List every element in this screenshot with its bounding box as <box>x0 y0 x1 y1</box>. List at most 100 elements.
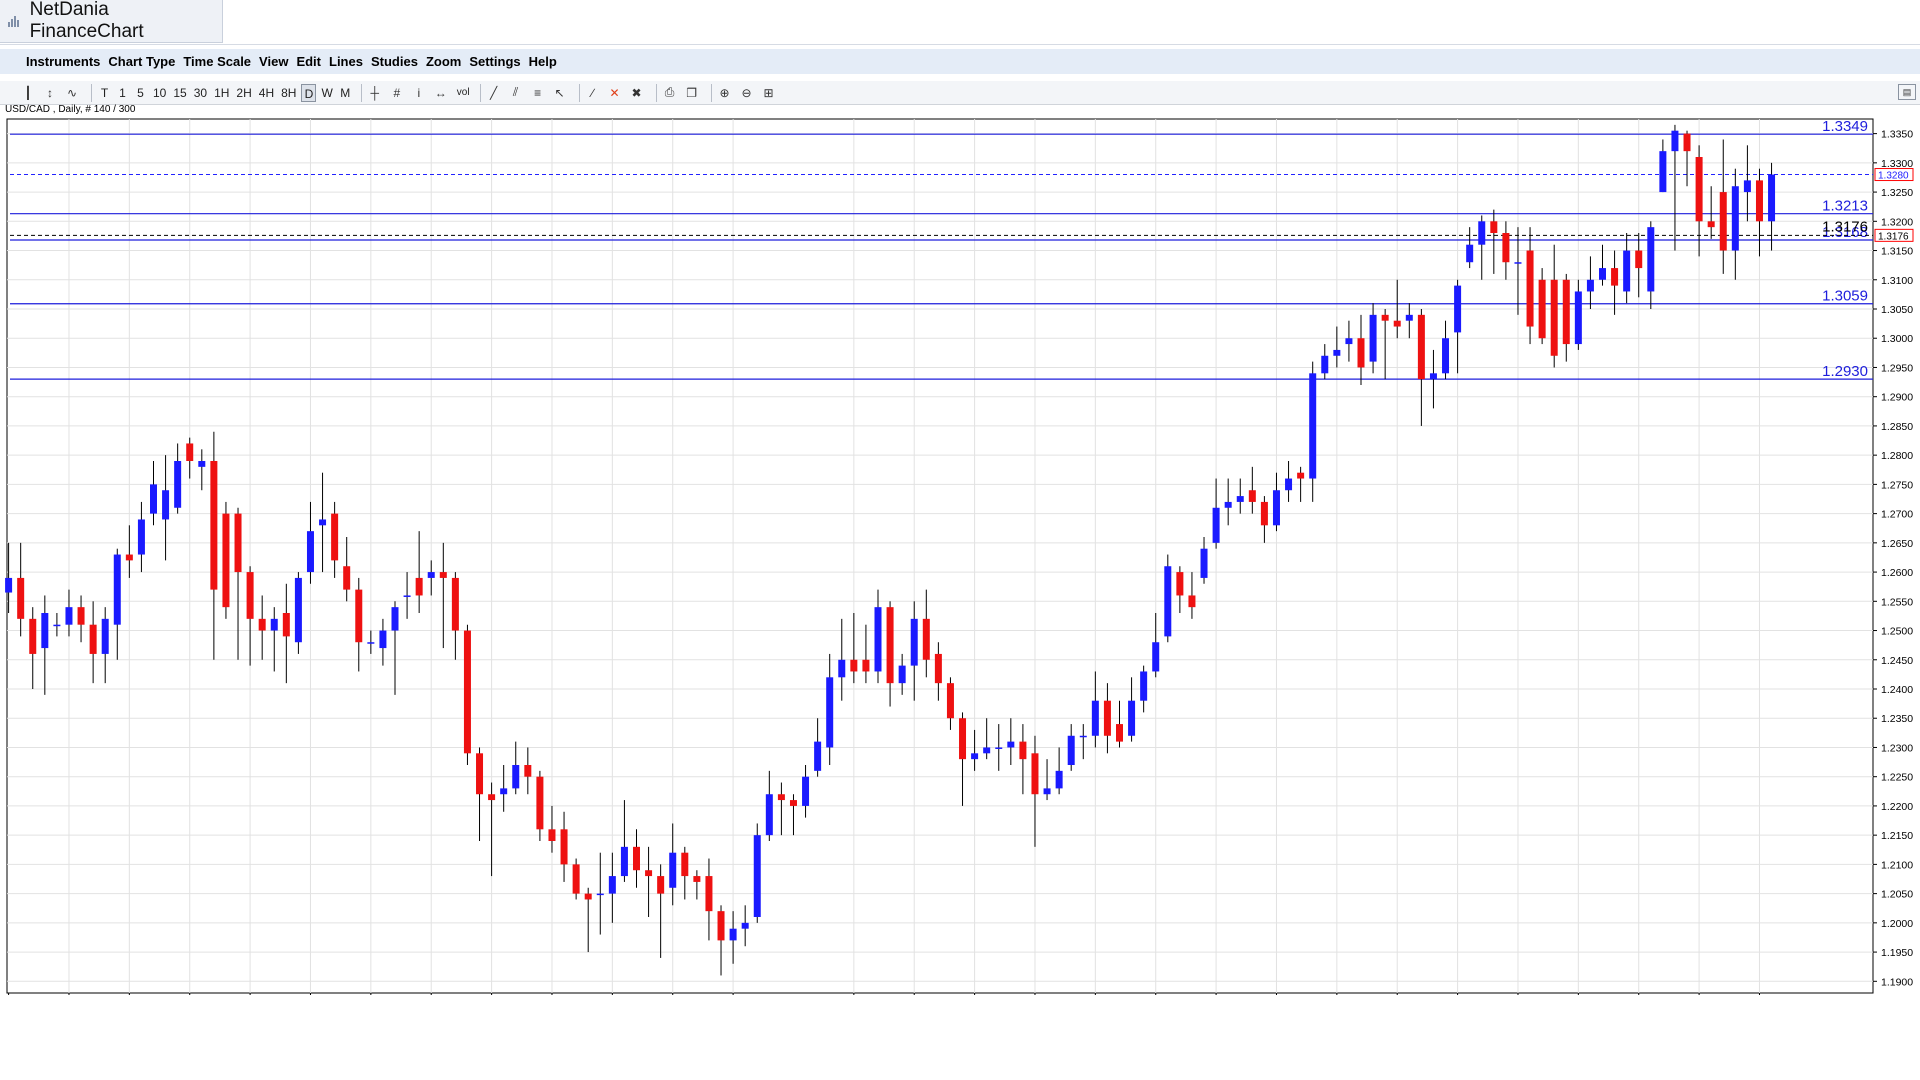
candle-body <box>1659 151 1667 193</box>
timeframe-15-button[interactable]: 15 <box>173 85 187 100</box>
grid-icon[interactable]: # <box>393 85 401 100</box>
menu-help[interactable]: Help <box>528 54 557 69</box>
timeframe-d-button[interactable]: D <box>301 83 317 102</box>
toolbar-separator <box>655 83 657 102</box>
candle-body <box>1623 250 1631 292</box>
timeframe-5-button[interactable]: 5 <box>137 85 144 100</box>
menu-lines[interactable]: Lines <box>329 54 363 69</box>
timeframe-1h-button[interactable]: 1H <box>214 85 230 100</box>
candle-body <box>1635 250 1643 269</box>
candle-body <box>29 618 37 654</box>
candle-body <box>427 572 435 578</box>
crosshair-icon[interactable]: ┼ <box>370 85 380 100</box>
candle-body <box>1526 250 1534 327</box>
price-box <box>1874 168 1914 182</box>
candlestick-icon[interactable]: ↕ <box>47 85 53 100</box>
candle-body <box>995 747 1003 749</box>
menu-instruments[interactable]: Instruments <box>26 54 101 69</box>
zoom-fit-icon[interactable]: ⊞ <box>763 85 774 100</box>
y-tick-label: 1.3050 <box>1881 304 1913 316</box>
fibonacci-icon[interactable]: ≡ <box>534 85 542 100</box>
zoom-out-icon[interactable]: ⊖ <box>741 85 752 100</box>
y-tick-label: 1.3250 <box>1881 187 1913 199</box>
menu-view[interactable]: View <box>259 54 289 69</box>
candle-body <box>306 531 314 573</box>
candle-body <box>705 876 713 912</box>
timeframe-t-button[interactable]: T <box>100 85 109 100</box>
trendline-icon[interactable]: ╱ <box>489 85 498 100</box>
print-icon[interactable]: ⎙ <box>664 85 675 99</box>
candle-body <box>512 765 520 789</box>
timeframe-4h-button[interactable]: 4H <box>258 85 275 100</box>
candle-body <box>777 794 785 801</box>
candle-body <box>5 577 13 593</box>
menu-settings[interactable]: Settings <box>469 54 521 69</box>
y-tick-label: 1.1900 <box>1881 976 1913 988</box>
timeframe-w-button[interactable]: W <box>321 85 333 100</box>
menu-zoom[interactable]: Zoom <box>425 54 462 69</box>
candle-body <box>17 577 25 619</box>
candle-body <box>89 624 97 654</box>
candle-body <box>65 607 73 625</box>
candle-body <box>850 659 858 672</box>
horizontal-line-label: 1.3349 <box>1822 118 1868 135</box>
delete-icon[interactable]: ✕ <box>609 85 620 100</box>
candle-body <box>125 554 133 561</box>
layout-icon[interactable]: ▤ <box>1898 84 1916 100</box>
channel-icon[interactable]: ⫽ <box>512 85 519 99</box>
candle-body <box>1429 373 1437 380</box>
candle-body <box>886 607 894 684</box>
menu-bar: Instruments Chart Type Time Scale View Edit L… <box>0 49 1920 74</box>
zoom-in-icon[interactable]: ⊕ <box>719 85 730 100</box>
print-preview-icon[interactable]: ❐ <box>686 85 697 100</box>
info-icon[interactable]: i <box>417 85 421 100</box>
candle-body <box>174 461 182 508</box>
candle-body <box>1369 314 1377 362</box>
candle-body <box>137 519 145 555</box>
y-tick-label: 1.2900 <box>1881 392 1913 404</box>
timeframe-m-button[interactable]: M <box>340 85 351 100</box>
y-tick-label: 1.2850 <box>1881 421 1913 433</box>
timeframe-1-button[interactable]: 1 <box>119 85 126 100</box>
pan-icon[interactable]: ↔ <box>434 85 447 100</box>
candle-body <box>1514 262 1522 264</box>
candle-body <box>41 613 49 649</box>
candle-body <box>391 607 399 631</box>
cursor-icon[interactable]: ↖ <box>554 85 565 100</box>
candle-body <box>1309 373 1317 479</box>
menu-studies[interactable]: Studies <box>370 54 418 69</box>
draw-line-icon[interactable]: ∕ <box>591 85 594 100</box>
candle-body <box>222 513 230 608</box>
delete-all-icon[interactable]: ✖ <box>631 85 642 100</box>
candle-body <box>1381 314 1389 321</box>
price-chart[interactable]: 1.1900 1.1950 1.2000 1.2050 1.2100 1.2150 1.22… <box>0 116 1920 996</box>
y-tick-label: 1.2300 <box>1881 742 1913 754</box>
y-tick-label: 1.2000 <box>1881 918 1913 930</box>
candle-body <box>946 683 954 719</box>
candle-body <box>1067 735 1075 765</box>
candle-body <box>633 846 640 871</box>
candle-body <box>415 577 423 596</box>
candle-body <box>379 630 387 649</box>
timeframe-2h-button[interactable]: 2H <box>236 85 252 100</box>
plot-area <box>6 118 1874 994</box>
line-chart-icon[interactable]: ∿ <box>66 85 78 100</box>
menu-time-scale[interactable]: Time Scale <box>183 54 252 69</box>
candle-body <box>1405 314 1413 321</box>
chart-toolbar: ┃ ↕ ∿ T 1 5 10 15 30 1H 2H 4H 8H D W M ┼ # i ↔ vol ╱ ⫽ ≡ ↖ ∕ ✕ ✖ ⎙ ❐ ⊕… <box>0 81 1920 105</box>
volume-button[interactable]: vol <box>456 86 470 98</box>
candle-body <box>898 665 906 684</box>
candle-body <box>1176 572 1184 596</box>
candle-body <box>1236 496 1244 502</box>
menu-edit[interactable]: Edit <box>296 54 321 69</box>
candle-body <box>1550 279 1558 356</box>
timeframe-30-button[interactable]: 30 <box>193 85 208 100</box>
y-tick-label: 1.3150 <box>1881 246 1913 258</box>
candle-body <box>282 613 290 637</box>
menu-chart-type[interactable]: Chart Type <box>108 54 176 69</box>
app-tab[interactable]: NetDania FinanceChart <box>0 0 223 43</box>
candle-body <box>681 852 689 877</box>
timeframe-10-button[interactable]: 10 <box>153 85 167 100</box>
timeframe-8h-button[interactable]: 8H <box>281 85 297 100</box>
bar-chart-icon[interactable]: ┃ <box>24 85 32 100</box>
